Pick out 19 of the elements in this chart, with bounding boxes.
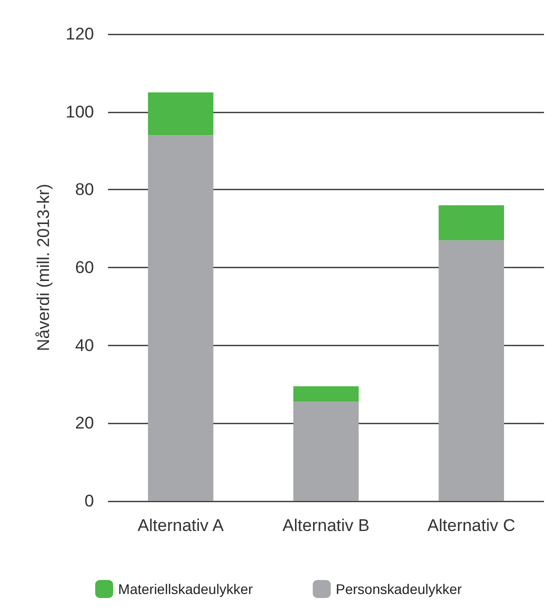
bar [293,402,359,501]
y-axis-title: Nåverdi (mill. 2013-kr) [34,184,53,352]
y-tick-label: 0 [84,492,94,510]
y-tick-label: 80 [75,180,94,200]
y-tick-label: 120 [66,24,94,44]
bar [293,386,359,402]
y-tick-label: 100 [66,102,94,122]
bar [438,240,504,501]
legend-label: Materiellskadeulykker [118,581,254,597]
x-tick-label: Alternativ C [427,516,516,535]
x-tick-label: Alternativ A [138,516,224,535]
bar [148,92,214,136]
bar [438,205,504,240]
legend-label: Personskadeulykker [336,581,462,597]
bar [148,135,214,501]
y-tick-label: 40 [75,336,94,355]
x-tick-label: Alternativ B [282,516,370,535]
y-tick-label: 20 [75,414,94,433]
y-tick-label: 60 [75,258,94,277]
